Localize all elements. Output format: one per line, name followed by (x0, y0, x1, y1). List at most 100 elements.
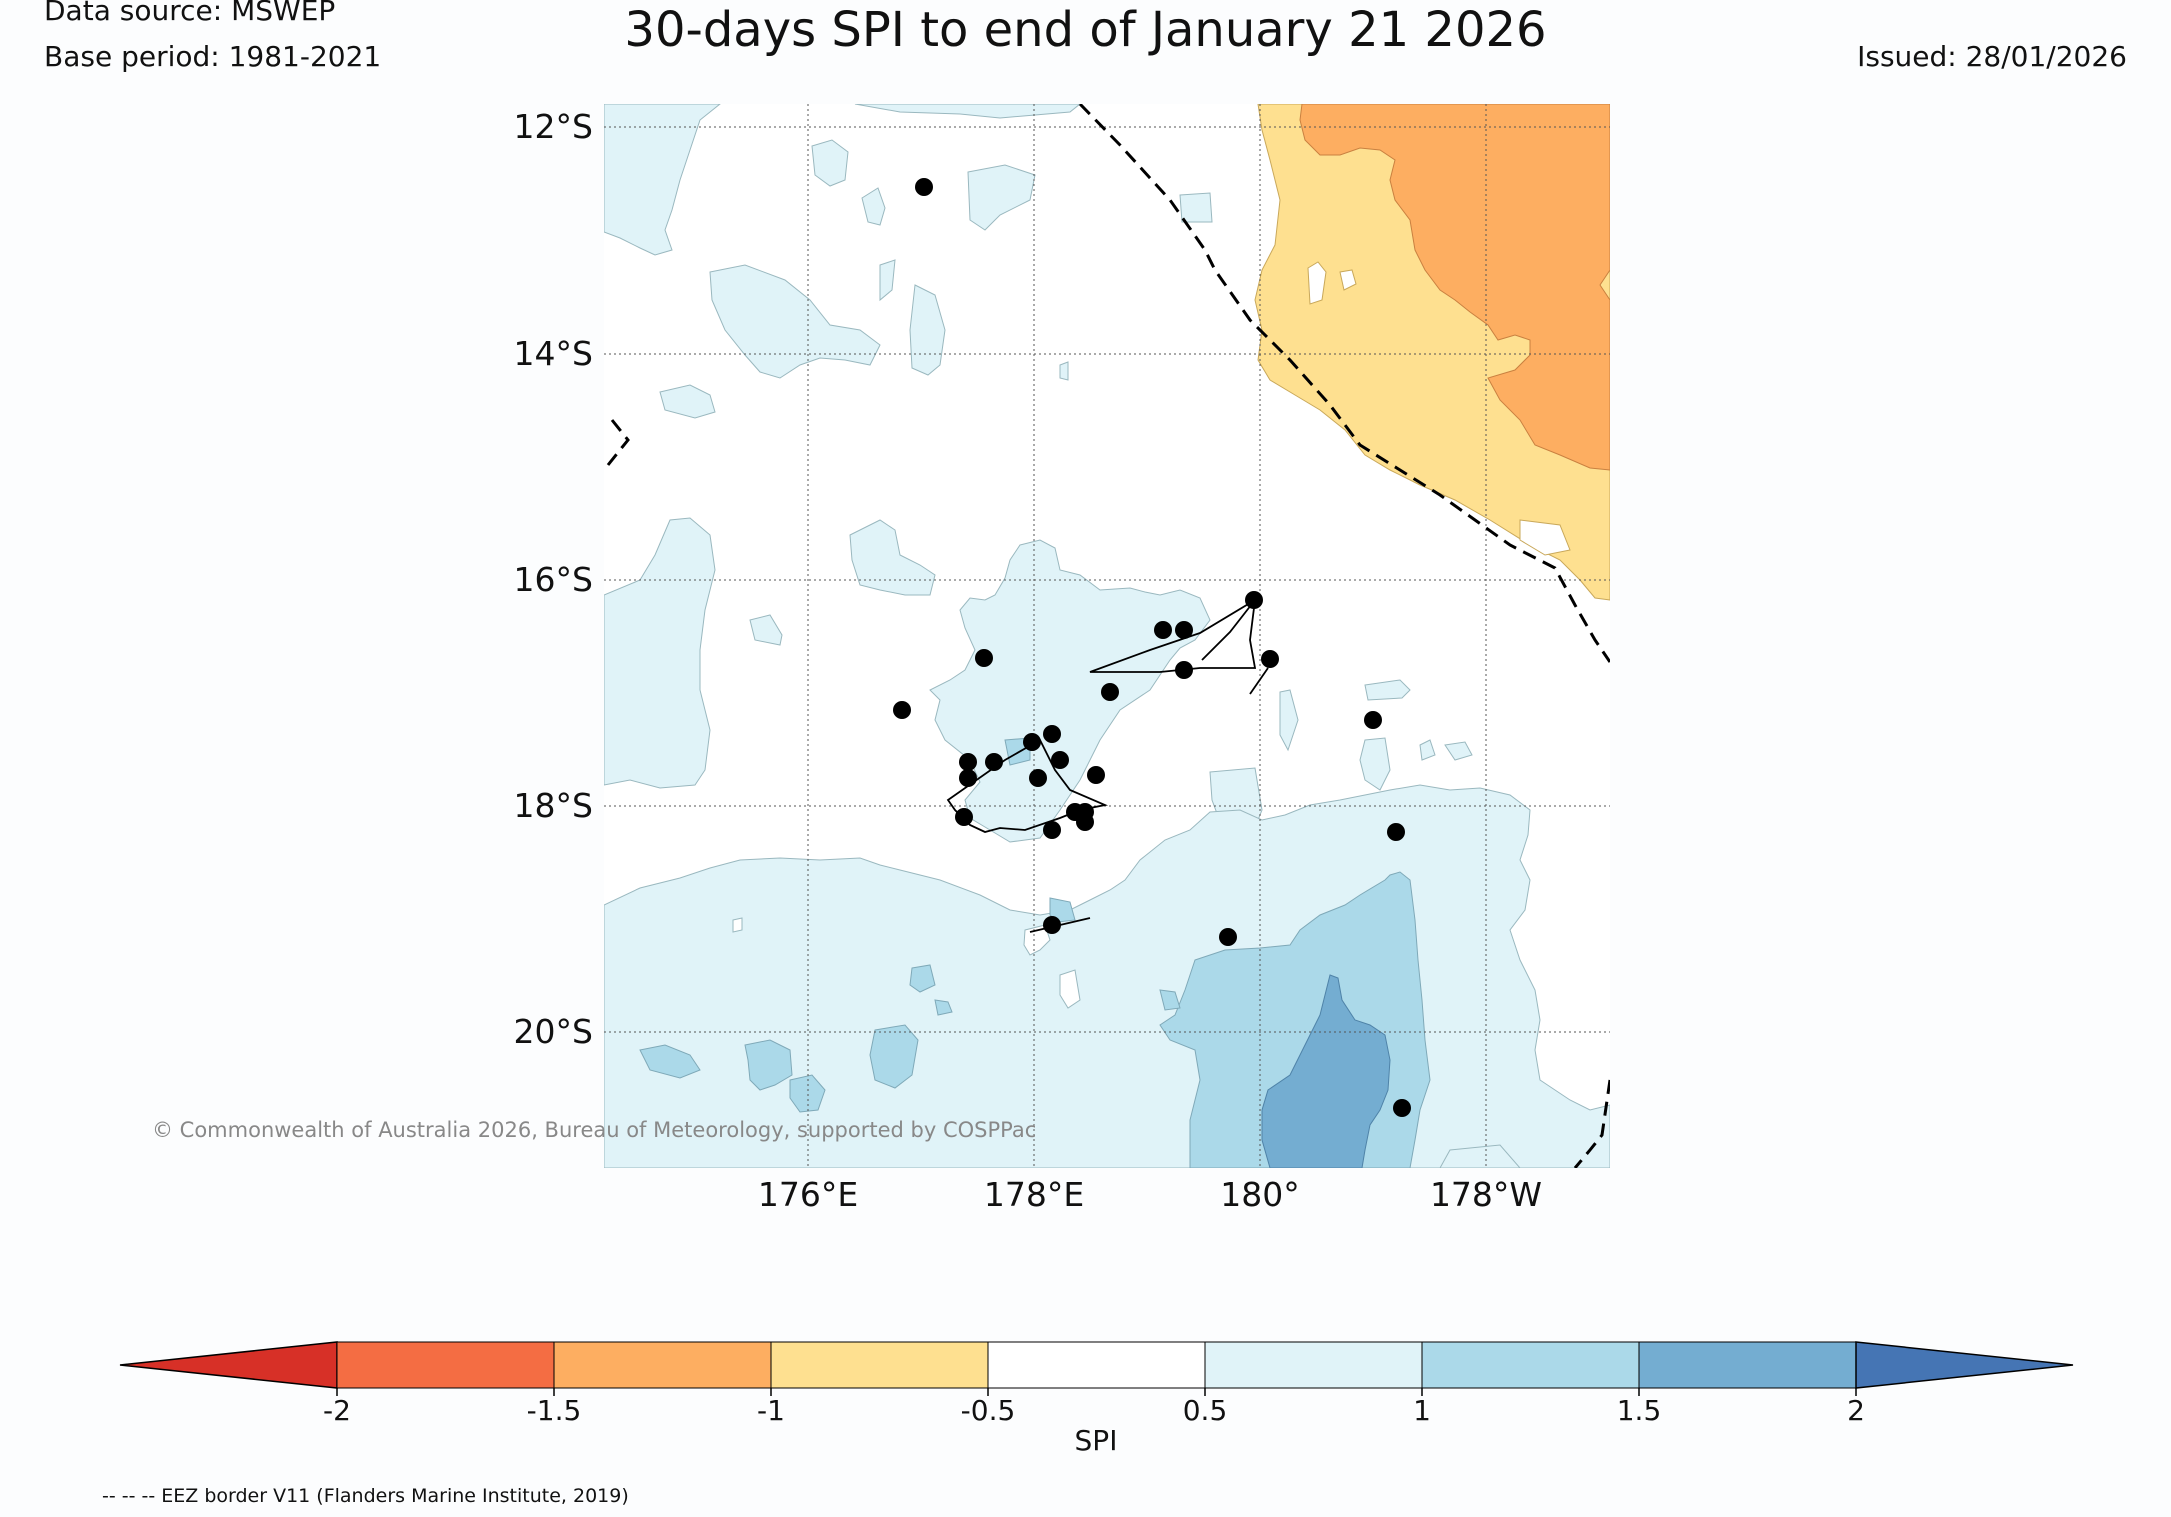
spi-wet-region (849, 519, 936, 596)
station-marker (1043, 821, 1061, 839)
colorbar: -2 -1.5 -1 -0.5 0.5 1 1.5 2 SPI (119, 1341, 2074, 1457)
spi-wet-region (1179, 192, 1213, 223)
stations (893, 178, 1411, 1117)
spi-wet-region (854, 104, 1081, 119)
station-marker (1043, 916, 1061, 934)
station-marker (1029, 769, 1047, 787)
lat-label: 14°S (514, 334, 593, 373)
station-marker (1051, 751, 1069, 769)
station-marker (959, 753, 977, 771)
colorbar-tick: 2 (1847, 1394, 1865, 1427)
spi-wet-region (1444, 741, 1473, 761)
station-marker (1393, 1099, 1411, 1117)
colorbar-segment (1204, 1341, 1423, 1389)
map-area (604, 104, 1610, 1168)
station-marker (1043, 725, 1061, 743)
station-marker (1154, 621, 1172, 639)
station-marker (1245, 591, 1263, 609)
spi-wetter-region (934, 999, 953, 1016)
colorbar-tick: -1 (757, 1394, 785, 1427)
lon-label: 178°E (984, 1175, 1084, 1214)
base-period-label: Base period: 1981-2021 (44, 40, 382, 73)
station-marker (893, 701, 911, 719)
station-marker (1175, 621, 1193, 639)
station-marker (985, 753, 1003, 771)
spi-wetter-region (639, 1044, 701, 1079)
spi-wet-region (811, 139, 849, 187)
map-title: 30-days SPI to end of January 21 2026 (624, 2, 1547, 58)
spi-dry-hole (1339, 269, 1357, 291)
spi-wetter-region (744, 1039, 793, 1091)
spi-wet-region (1419, 739, 1436, 761)
colorbar-tick: 1.5 (1617, 1394, 1662, 1427)
station-marker (955, 808, 973, 826)
colorbar-segment (770, 1341, 989, 1389)
spi-wet-region (1364, 679, 1411, 701)
data-source-label: Data source: MSWEP (44, 0, 336, 27)
lat-label: 20°S (514, 1012, 593, 1051)
colorbar-segment (553, 1341, 772, 1389)
spi-wet-region (659, 384, 716, 419)
station-marker (1076, 813, 1094, 831)
colorbar-tick: 1 (1413, 1394, 1431, 1427)
colorbar-segment (336, 1341, 555, 1389)
spi-wetter-region (1159, 989, 1181, 1011)
station-marker (1261, 650, 1279, 668)
station-marker (1219, 928, 1237, 946)
small-island-outline (1249, 667, 1269, 695)
colorbar-label: SPI (1075, 1424, 1118, 1457)
station-marker (959, 769, 977, 787)
station-marker (1387, 823, 1405, 841)
colorbar-segment (1421, 1341, 1640, 1389)
station-marker (1364, 711, 1382, 729)
station-marker (1101, 683, 1119, 701)
colorbar-high-extend (1855, 1341, 2074, 1389)
station-marker (975, 649, 993, 667)
spi-wet-region (909, 284, 946, 376)
spi-wet-region (879, 259, 896, 302)
spi-very-dry-region (1299, 104, 1610, 471)
colorbar-low-extend (119, 1341, 338, 1389)
colorbar-tick: -2 (323, 1394, 351, 1427)
eez-border (606, 104, 1610, 1168)
station-marker (1087, 766, 1105, 784)
spi-wetter-region (869, 1024, 919, 1089)
spi-wet-region (1439, 1144, 1521, 1168)
spi-dry-hole (1307, 261, 1327, 305)
eez-border-note: -- -- -- EEZ border V11 (Flanders Marine… (102, 1485, 629, 1507)
station-marker (915, 178, 933, 196)
copyright-note: © Commonwealth of Australia 2026, Bureau… (152, 1118, 1037, 1142)
lat-label: 18°S (514, 786, 593, 825)
station-marker (1175, 661, 1193, 679)
issued-date-label: Issued: 28/01/2026 (1857, 40, 2127, 73)
colorbar-tick: -1.5 (527, 1394, 582, 1427)
lon-label: 178°W (1430, 1175, 1542, 1214)
spi-wet-region (604, 517, 716, 789)
taveuni-outline (1201, 599, 1256, 661)
spi-normal-hole (732, 917, 743, 933)
spi-very-wet-region (1261, 974, 1391, 1168)
spi-wet-region (1359, 737, 1391, 791)
vanua-levu-outline (1089, 598, 1257, 673)
spi-dry-hole (1519, 519, 1571, 556)
station-marker (1023, 733, 1041, 751)
lat-label: 16°S (514, 560, 593, 599)
colorbar-tick: -0.5 (961, 1394, 1016, 1427)
lon-label: 176°E (758, 1175, 858, 1214)
spi-wet-region (1279, 689, 1299, 752)
spi-wet-region (709, 264, 881, 379)
graticule (604, 104, 1610, 1168)
spi-wetter-region (1049, 897, 1076, 923)
spi-wet-region (861, 187, 886, 226)
colorbar-segment (1638, 1341, 1857, 1389)
spi-wetter-region (909, 964, 936, 993)
colorbar-segment (987, 1341, 1206, 1389)
spi-wet-region (1059, 361, 1069, 381)
spi-wet-region (604, 104, 721, 256)
spi-wet-region (967, 164, 1036, 231)
lon-label: 180° (1220, 1175, 1300, 1214)
spi-wetter-region (789, 1074, 826, 1113)
lat-label: 12°S (514, 107, 593, 146)
spi-wet-region (749, 614, 783, 646)
